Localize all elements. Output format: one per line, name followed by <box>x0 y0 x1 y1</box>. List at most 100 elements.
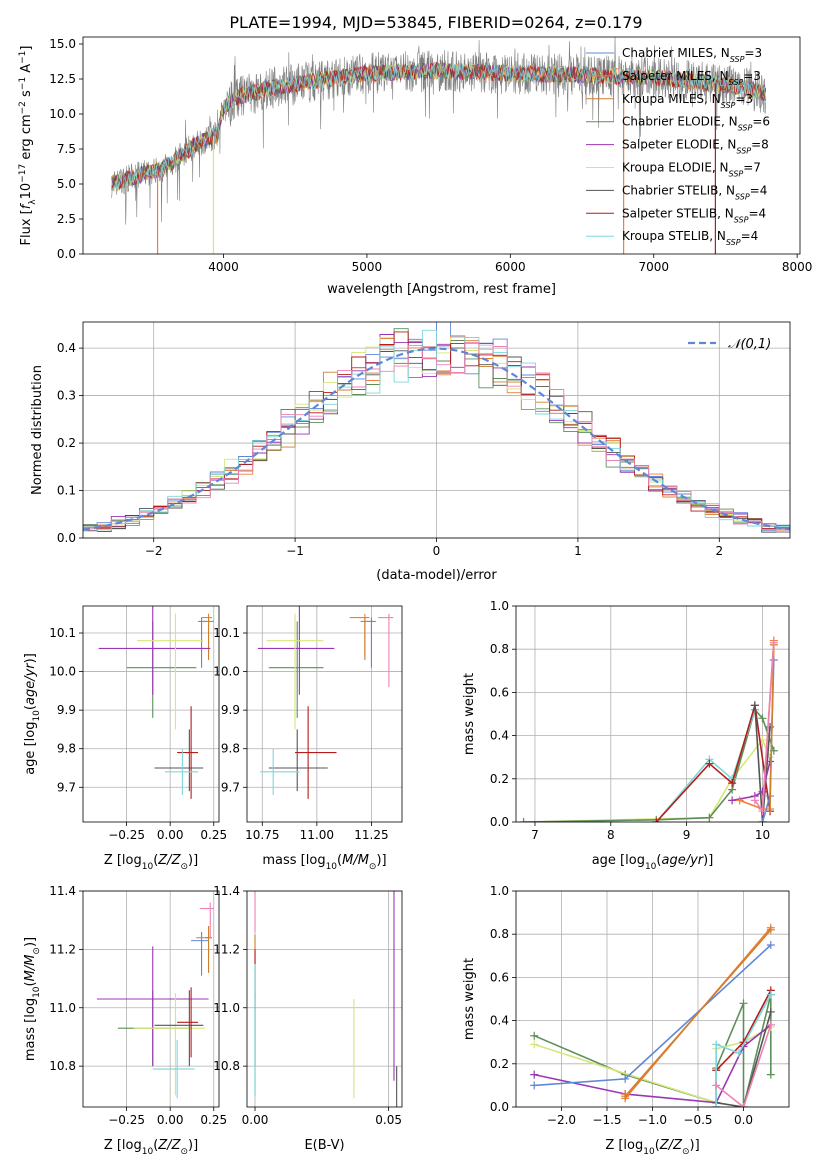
x-tick-label: 8000 <box>782 260 813 274</box>
axis-label-part: M/M <box>342 853 369 868</box>
plot-area <box>519 636 778 822</box>
axis-label-part: A <box>19 64 34 77</box>
axis-label-part: )] <box>703 853 713 868</box>
weight-series-line <box>716 1011 772 1107</box>
y-tick-label: 10.0 <box>49 107 76 121</box>
axis-label-part: 10 <box>142 862 154 872</box>
y-tick-label: 11.2 <box>49 942 76 956</box>
axis-label-part: 10 <box>326 862 338 872</box>
axis-label-part: Z [log <box>104 853 142 868</box>
y-tick-label: 11.2 <box>213 942 240 956</box>
axis-label-part: ( <box>153 1138 158 1153</box>
x-axis-label: Z [log10(Z/Z⊙)] <box>104 853 198 872</box>
axis-label-part: ( <box>23 705 38 710</box>
y-tick-label: 0.8 <box>490 927 509 941</box>
plot-area <box>530 923 775 1107</box>
weight-point-marker <box>621 1074 630 1083</box>
axis-label-part: )] <box>188 853 198 868</box>
plot-area <box>111 37 766 254</box>
axis-label-part: ( <box>656 853 661 868</box>
y-tick-label: 10.0 <box>49 665 76 679</box>
weight-point-marker <box>712 1103 721 1107</box>
weight-point-marker <box>734 1049 743 1057</box>
axis-label-part: age [log <box>592 853 645 868</box>
legend-text: Kroupa STELIB, N <box>622 229 726 243</box>
x-tick-label: 0.0 <box>734 1113 753 1127</box>
x-tick-label: −2.0 <box>547 1113 576 1127</box>
y-tick-label: 0.4 <box>490 729 509 743</box>
y-tick-label: 0.8 <box>490 642 509 656</box>
axis-label-part: M/M <box>23 955 38 982</box>
legend-sub: SSP <box>730 55 745 64</box>
legend-text: Kroupa MILES, N <box>622 92 721 106</box>
weight-point-marker <box>728 779 737 788</box>
legend-text: Kroupa ELODIE, N <box>622 161 729 175</box>
legend-suffix: =8 <box>751 138 769 152</box>
weight-point-marker <box>712 1081 721 1090</box>
weight-point-marker <box>739 999 748 1008</box>
x-tick-label: −0.25 <box>108 1113 145 1127</box>
y-tick-label: 1.0 <box>490 884 509 898</box>
axis-label-part: ( <box>153 853 158 868</box>
legend-text: Salpeter MILES, N <box>622 69 729 83</box>
y-tick-label: 10.1 <box>49 626 76 640</box>
axis-label-part: mass [log <box>23 998 38 1061</box>
weight-series-line <box>731 761 771 802</box>
axes-frame <box>515 890 790 1108</box>
y-tick-label: 9.9 <box>221 703 240 717</box>
weight-point-marker <box>758 787 767 796</box>
axis-label-part: −2 <box>18 101 28 114</box>
weight-series-line <box>715 1024 772 1107</box>
x-tick-label: 7 <box>531 828 539 842</box>
legend-suffix: =4 <box>748 206 766 220</box>
legend-text: Salpeter ELODIE, N <box>622 138 736 152</box>
weight-point-marker <box>728 796 737 805</box>
legend-sub: SSP <box>736 146 751 155</box>
x-tick-label: 0.00 <box>157 828 184 842</box>
y-tick-label: 0.0 <box>57 247 76 261</box>
plot-area <box>96 902 214 1099</box>
axis-label-part: Z/Z <box>157 853 181 868</box>
axis-label-part: ( <box>337 853 342 868</box>
y-tick-label: 9.8 <box>57 742 76 756</box>
weight-point-marker <box>750 701 759 710</box>
legend-label: Kroupa MILES, NSSP=3 <box>622 92 753 110</box>
x-tick-label: 6000 <box>495 260 526 274</box>
axes-frame <box>515 605 790 823</box>
x-tick-label: −1 <box>286 544 304 558</box>
weight-series-line <box>624 929 772 1097</box>
weight-point-marker <box>750 796 759 805</box>
axis-label-part: E(B-V) <box>304 1138 344 1153</box>
y-tick-label: 7.5 <box>57 142 76 156</box>
legend-label: Salpeter STELIB, NSSP=4 <box>622 206 766 224</box>
axis-label-part: λ <box>28 199 38 205</box>
axis-label-part: 10 <box>32 986 42 998</box>
axis-label-part: )] <box>23 653 38 663</box>
y-tick-label: 0.0 <box>490 1100 509 1114</box>
legend-sub: SSP <box>726 238 741 247</box>
weight-point-marker <box>712 1040 721 1049</box>
axis-label-part: 10 <box>645 862 657 872</box>
axis-label-part: 10 <box>643 1147 655 1157</box>
y-tick-label: 9.7 <box>221 780 240 794</box>
x-axis-label: wavelength [Angstrom, rest frame] <box>327 282 556 297</box>
legend-suffix: =4 <box>741 229 759 243</box>
axis-label-part: ( <box>23 981 38 986</box>
x-tick-label: 11.00 <box>300 828 334 842</box>
legend-suffix: =3 <box>744 46 762 60</box>
x-tick-label: 10 <box>755 828 770 842</box>
weight-point-marker <box>758 714 767 723</box>
x-tick-label: −0.5 <box>683 1113 712 1127</box>
y-tick-label: 9.7 <box>57 780 76 794</box>
legend-text: Chabrier ELODIE, N <box>622 115 738 129</box>
axes-frame <box>246 605 403 823</box>
legend-label: 𝒩(0,1) <box>728 337 771 352</box>
weight-point-marker <box>652 818 661 822</box>
x-tick-label: 8 <box>607 828 615 842</box>
weight-point-marker <box>769 638 778 647</box>
x-tick-label: 0.05 <box>375 1113 402 1127</box>
y-tick-label: 11.0 <box>49 1001 76 1015</box>
plot-area <box>83 322 790 533</box>
y-tick-label: 0.0 <box>57 531 76 545</box>
